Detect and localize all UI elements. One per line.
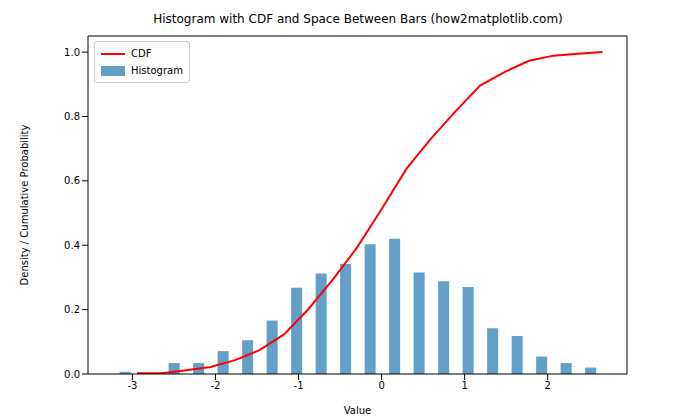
svg-text:1.0: 1.0	[64, 47, 80, 58]
svg-text:0.6: 0.6	[64, 175, 80, 186]
svg-text:0.0: 0.0	[64, 369, 80, 380]
svg-text:-1: -1	[294, 380, 304, 391]
html-text:CDF: CDF	[131, 48, 152, 59]
svg-text:1: 1	[461, 380, 467, 391]
svg-text:Value: Value	[344, 405, 371, 416]
html-text:Histogram with CDF and Space B: Histogram with CDF and Space Between Bar…	[153, 12, 563, 26]
svg-text:0.2: 0.2	[64, 304, 80, 315]
svg-text:0.4: 0.4	[64, 240, 80, 251]
svg-text:0: 0	[378, 380, 384, 391]
svg-text:2: 2	[544, 380, 550, 391]
html-text:Histogram: Histogram	[131, 65, 183, 76]
svg-text:0.8: 0.8	[64, 111, 80, 122]
svg-text:-3: -3	[127, 380, 137, 391]
svg-text:Density / Cumulative Probabili: Density / Cumulative Probability	[19, 124, 30, 285]
svg-text:-2: -2	[210, 380, 220, 391]
